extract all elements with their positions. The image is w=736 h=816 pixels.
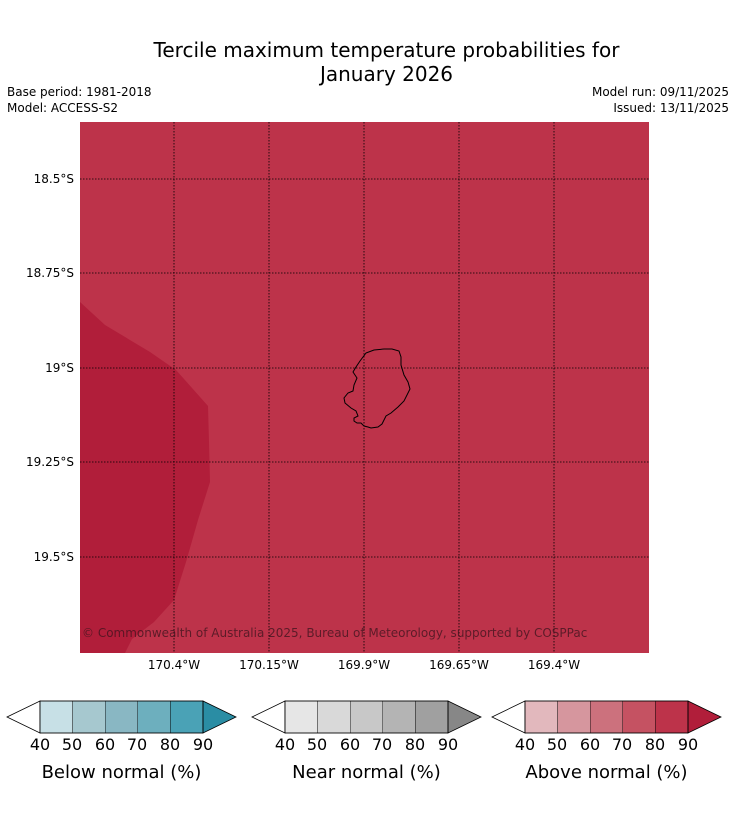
lon-label: 169.4°W bbox=[527, 658, 581, 672]
colorbar-under-extension bbox=[6, 700, 41, 734]
colorbar-outline bbox=[39, 700, 204, 734]
tick-label: 70 bbox=[126, 735, 148, 754]
lon-label: 169.9°W bbox=[337, 658, 391, 672]
colorbar-segment bbox=[137, 700, 171, 734]
graticule bbox=[80, 122, 649, 653]
title-line-2: January 2026 bbox=[319, 62, 454, 86]
colorbar-label-above: Above normal (%) bbox=[525, 762, 688, 783]
colorbar-under-extension bbox=[251, 700, 286, 734]
colorbar-segment bbox=[557, 700, 591, 734]
tick-label: 70 bbox=[611, 735, 633, 754]
tick-label: 50 bbox=[61, 735, 83, 754]
colorbar-over-extension bbox=[202, 700, 237, 734]
lat-label: 18.75°S bbox=[26, 266, 74, 280]
meta-left: Base period: 1981-2018 Model: ACCESS-S2 bbox=[7, 84, 152, 116]
colorbar-segment bbox=[170, 700, 204, 734]
map-panel bbox=[80, 122, 649, 653]
colorbar-segment bbox=[104, 700, 138, 734]
colorbar-segment bbox=[72, 700, 106, 734]
colorbar-label-near: Near normal (%) bbox=[292, 762, 441, 783]
tick-label: 50 bbox=[546, 735, 568, 754]
colorbar-outline bbox=[284, 700, 449, 734]
colorbar-segment bbox=[622, 700, 656, 734]
probability-90-area bbox=[80, 302, 210, 653]
lon-label: 170.15°W bbox=[239, 658, 299, 672]
model-run: Model run: 09/11/2025 bbox=[591, 85, 729, 99]
colorbar-below-normal bbox=[6, 700, 237, 735]
map-svg bbox=[80, 122, 649, 653]
colorbar-segment bbox=[39, 700, 73, 734]
model-name: Model: ACCESS-S2 bbox=[7, 101, 119, 115]
colorbar-segment bbox=[317, 700, 351, 734]
tick-label: 50 bbox=[306, 735, 328, 754]
tick-label: 90 bbox=[192, 735, 214, 754]
tick-label: 60 bbox=[579, 735, 601, 754]
tick-label: 60 bbox=[339, 735, 361, 754]
colorbar-above-normal bbox=[491, 700, 722, 735]
colorbar-near-normal bbox=[251, 700, 482, 735]
tick-label: 40 bbox=[514, 735, 536, 754]
colorbar-under-extension bbox=[491, 700, 526, 734]
chart-title: Tercile maximum temperature probabilitie… bbox=[0, 38, 736, 86]
tick-label: 80 bbox=[404, 735, 426, 754]
colorbar-outline bbox=[524, 700, 689, 734]
colorbar-label-below: Below normal (%) bbox=[41, 762, 202, 783]
colorbar-segment bbox=[382, 700, 416, 734]
copyright-notice: © Commonwealth of Australia 2025, Bureau… bbox=[82, 626, 588, 640]
lat-label: 19°S bbox=[45, 361, 74, 375]
colorbar-segment bbox=[589, 700, 623, 734]
island-coastline bbox=[343, 348, 411, 429]
colorbar-segment bbox=[284, 700, 318, 734]
tick-label: 90 bbox=[677, 735, 699, 754]
tick-label: 60 bbox=[94, 735, 116, 754]
colorbar-segment bbox=[524, 700, 558, 734]
colorbar-over-extension bbox=[687, 700, 722, 734]
colorbar-over-extension bbox=[447, 700, 482, 734]
colorbar-segment bbox=[655, 700, 689, 734]
colorbar-segment bbox=[349, 700, 383, 734]
lat-label: 18.5°S bbox=[33, 172, 74, 186]
base-period: Base period: 1981-2018 bbox=[7, 85, 152, 99]
tick-label: 80 bbox=[159, 735, 181, 754]
lat-label: 19.5°S bbox=[33, 550, 74, 564]
tick-label: 80 bbox=[644, 735, 666, 754]
tick-label: 70 bbox=[371, 735, 393, 754]
tick-label: 90 bbox=[437, 735, 459, 754]
lon-label: 169.65°W bbox=[429, 658, 489, 672]
tick-label: 40 bbox=[274, 735, 296, 754]
colorbar-segment bbox=[415, 700, 449, 734]
lat-label: 19.25°S bbox=[26, 455, 74, 469]
tick-label: 40 bbox=[29, 735, 51, 754]
title-line-1: Tercile maximum temperature probabilitie… bbox=[153, 38, 620, 62]
issued-date: Issued: 13/11/2025 bbox=[613, 101, 729, 115]
lon-label: 170.4°W bbox=[147, 658, 201, 672]
meta-right: Model run: 09/11/2025 Issued: 13/11/2025 bbox=[592, 84, 729, 116]
